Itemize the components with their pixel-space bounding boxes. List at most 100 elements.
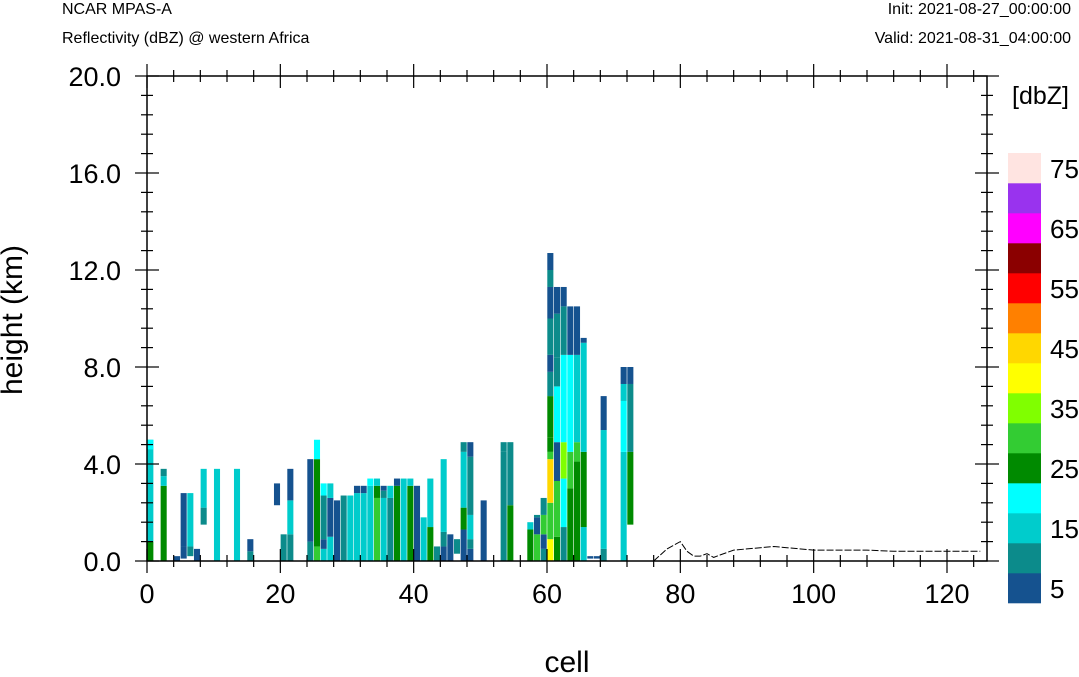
reflectivity-cell [560,306,567,355]
terrain-line [653,540,981,562]
reflectivity-cell [627,383,634,452]
reflectivity-cell [553,313,561,358]
x-axis-label: cell [544,646,589,677]
reflectivity-cell [553,386,561,443]
reflectivity-cell [547,371,554,397]
reflectivity-cell [453,539,461,554]
colorbar-label: 5 [1050,574,1064,604]
reflectivity-cell [307,459,314,542]
reflectivity-cell [393,478,401,486]
reflectivity-cell [540,534,547,549]
reflectivity-cell [287,468,294,501]
reflectivity-cell [567,354,574,452]
reflectivity-cell [533,534,541,561]
reflectivity-cell [387,497,394,561]
colorbar-label: 25 [1050,454,1079,484]
reflectivity-cell [547,437,554,452]
reflectivity-cell [527,522,534,530]
colorbar-swatch [1008,453,1041,484]
colorbar-swatch [1008,183,1041,214]
reflectivity-cell [560,286,567,307]
reflectivity-cell [147,541,154,561]
x-tick-label: 60 [532,579,562,609]
reflectivity-cell [407,485,414,561]
reflectivity-cell [440,459,447,532]
reflectivity-cell [313,459,321,547]
reflectivity-cell [587,556,594,559]
colorbar-swatch [1008,213,1041,244]
reflectivity-cell [593,556,601,559]
reflectivity-cell [547,318,554,355]
reflectivity-cell [213,468,221,561]
reflectivity-cell [547,354,554,372]
reflectivity-cell [560,478,567,528]
reflectivity-cell [560,354,567,443]
reflectivity-cell [320,483,327,496]
colorbar-label: 15 [1050,514,1079,544]
reflectivity-cell [507,505,514,561]
reflectivity-cell [467,456,474,515]
reflectivity-cell [567,488,574,561]
reflectivity-cells [147,253,634,562]
reflectivity-cell [580,527,587,561]
reflectivity-cell [433,546,441,561]
reflectivity-cell [547,253,554,270]
colorbar-label: 65 [1050,214,1079,244]
reflectivity-cell [427,527,434,561]
reflectivity-cell [460,451,467,508]
reflectivity-cell [553,286,561,314]
y-tick-labels: 0.0 4.0 8.0 12.0 16.0 20.0 [68,62,121,577]
reflectivity-cell [553,480,561,537]
reflectivity-cell [567,451,574,489]
reflectivity-cell [200,507,207,525]
model-title: NCAR MPAS-A [62,1,172,18]
reflectivity-cell [507,442,514,506]
reflectivity-cell [147,439,154,542]
reflectivity-cell [373,478,381,486]
reflectivity-cell [547,286,554,319]
colorbar-labels: 5 15 25 35 45 55 65 75 [1050,154,1079,604]
reflectivity-cell [620,400,627,452]
reflectivity-cell [247,539,254,552]
reflectivity-cell [180,546,187,559]
reflectivity-cell [187,546,194,557]
reflectivity-cell [387,485,394,498]
y-tick-label: 12.0 [68,256,121,286]
reflectivity-cell [460,507,467,530]
colorbar-unit-label: [dbZ] [1012,82,1069,110]
colorbar-swatch [1008,333,1041,364]
colorbar-swatch [1008,153,1041,184]
reflectivity-cell [320,539,327,549]
reflectivity-cell [467,514,474,540]
reflectivity-cell [620,383,627,401]
reflectivity-cell [600,548,607,562]
y-tick-label: 20.0 [68,62,121,92]
reflectivity-cell [187,493,194,547]
reflectivity-cell [307,541,314,561]
colorbar-label: 55 [1050,274,1079,304]
colorbar-swatch [1008,273,1041,304]
reflectivity-cell [353,485,361,494]
reflectivity-cell [547,539,554,561]
reflectivity-cell [373,497,381,561]
init-time: Init: 2021-08-27_00:00:00 [887,1,1071,18]
colorbar-label: 45 [1050,334,1079,364]
reflectivity-cell [413,485,421,561]
colorbar-swatch [1008,243,1041,274]
reflectivity-cell [560,442,567,479]
reflectivity-cell [180,493,187,547]
x-tick-label: 80 [665,579,695,609]
colorbar-swatch [1008,363,1041,394]
plot-frame [146,75,988,562]
colorbar-label: 75 [1050,154,1079,184]
colorbar-label: 35 [1050,394,1079,424]
reflectivity-cell [627,451,634,525]
reflectivity-cell [553,357,561,387]
axis-ticks [135,64,999,573]
reflectivity-cell [560,527,567,561]
reflectivity-cell [200,468,207,508]
colorbar-swatch [1008,303,1041,334]
reflectivity-cell [600,396,607,431]
reflectivity-cell [373,485,381,498]
